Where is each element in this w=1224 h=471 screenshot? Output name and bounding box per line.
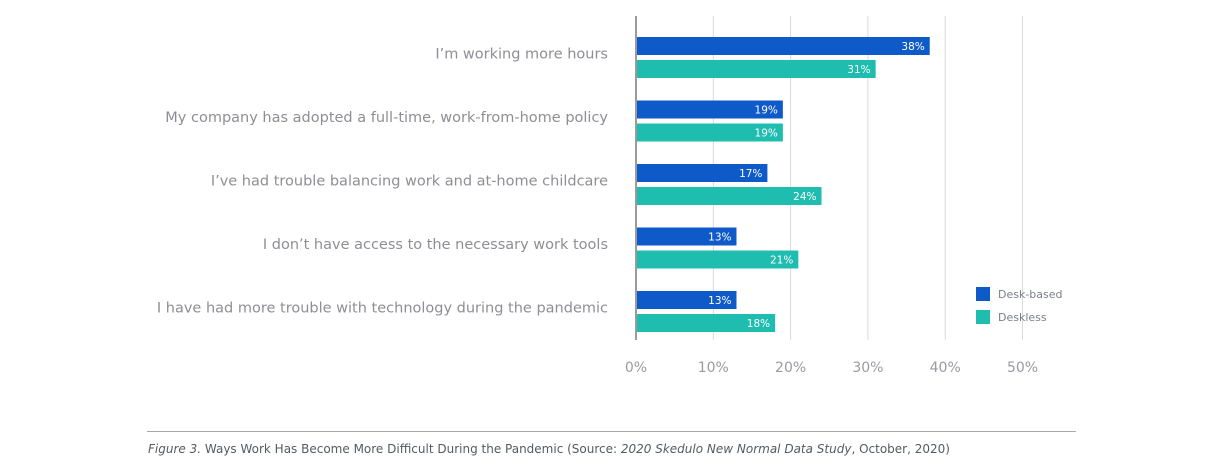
x-tick-label-20: 20% [775, 360, 806, 376]
bar-desk-based-5 [636, 291, 737, 309]
bar-deskless-3 [636, 187, 822, 205]
bar-deskless-2 [636, 123, 783, 142]
caption-text-end: , October, 2020) [851, 442, 950, 456]
legend-label-deskless: Deskless [998, 311, 1047, 324]
category-label-5: I have had more trouble with technology … [157, 301, 608, 317]
category-label-2: My company has adopted a full-time, work… [165, 110, 608, 126]
bar-desk-based-4 [636, 227, 737, 246]
legend-swatch-desk-based [976, 287, 990, 301]
data-label-desk-based-3: 17% [739, 168, 762, 180]
x-tick-labels: 0% 10% 20% 30% 40% 50% [625, 360, 1038, 376]
figure-caption: Figure 3. Ways Work Has Become More Diff… [148, 442, 950, 456]
data-label-deskless-1: 31% [847, 64, 870, 76]
x-tick-label-50: 50% [1007, 360, 1038, 376]
x-tick-label-0: 0% [625, 360, 647, 376]
data-label-desk-based-1: 38% [901, 41, 924, 53]
data-label-deskless-4: 21% [770, 255, 793, 267]
bar-deskless-5 [636, 314, 776, 332]
bar-deskless-4 [636, 250, 799, 269]
category-label-4: I don’t have access to the necessary wor… [263, 237, 608, 253]
data-label-desk-based-4: 13% [708, 232, 731, 244]
x-tick-label-30: 30% [852, 360, 883, 376]
data-label-desk-based-5: 13% [708, 295, 731, 307]
data-label-desk-based-2: 19% [755, 105, 778, 117]
legend-label-desk-based: Desk-based [998, 288, 1063, 301]
category-label-3: I’ve had trouble balancing work and at-h… [211, 174, 608, 190]
legend: Desk-based Deskless [976, 287, 1063, 324]
caption-divider [147, 431, 1076, 432]
category-label-1: I’m working more hours [435, 47, 608, 63]
bar-chart: 38% 31% 19% 19% 17% 24% 13% 21% 13% 18% I’m worki… [157, 16, 1063, 376]
x-tick-label-10: 10% [698, 360, 729, 376]
caption-text: Ways Work Has Become More Difficult Duri… [201, 442, 621, 456]
legend-swatch-deskless [976, 310, 990, 324]
x-tick-label-40: 40% [930, 360, 961, 376]
caption-source-title: 2020 Skedulo New Normal Data Study [620, 442, 852, 456]
bar-desk-based-3 [636, 164, 768, 182]
bar-desk-based-2 [636, 100, 783, 119]
data-label-deskless-5: 18% [747, 318, 770, 330]
figure-label: Figure 3. [148, 442, 202, 456]
bars: 38% 31% 19% 19% 17% 24% 13% 21% 13% 18% [636, 37, 930, 332]
data-label-deskless-3: 24% [793, 191, 816, 203]
bar-deskless-1 [636, 60, 876, 78]
category-labels: I’m working more hours My company has ado… [157, 47, 609, 317]
data-label-deskless-2: 19% [755, 128, 778, 140]
bar-desk-based-1 [636, 37, 930, 55]
